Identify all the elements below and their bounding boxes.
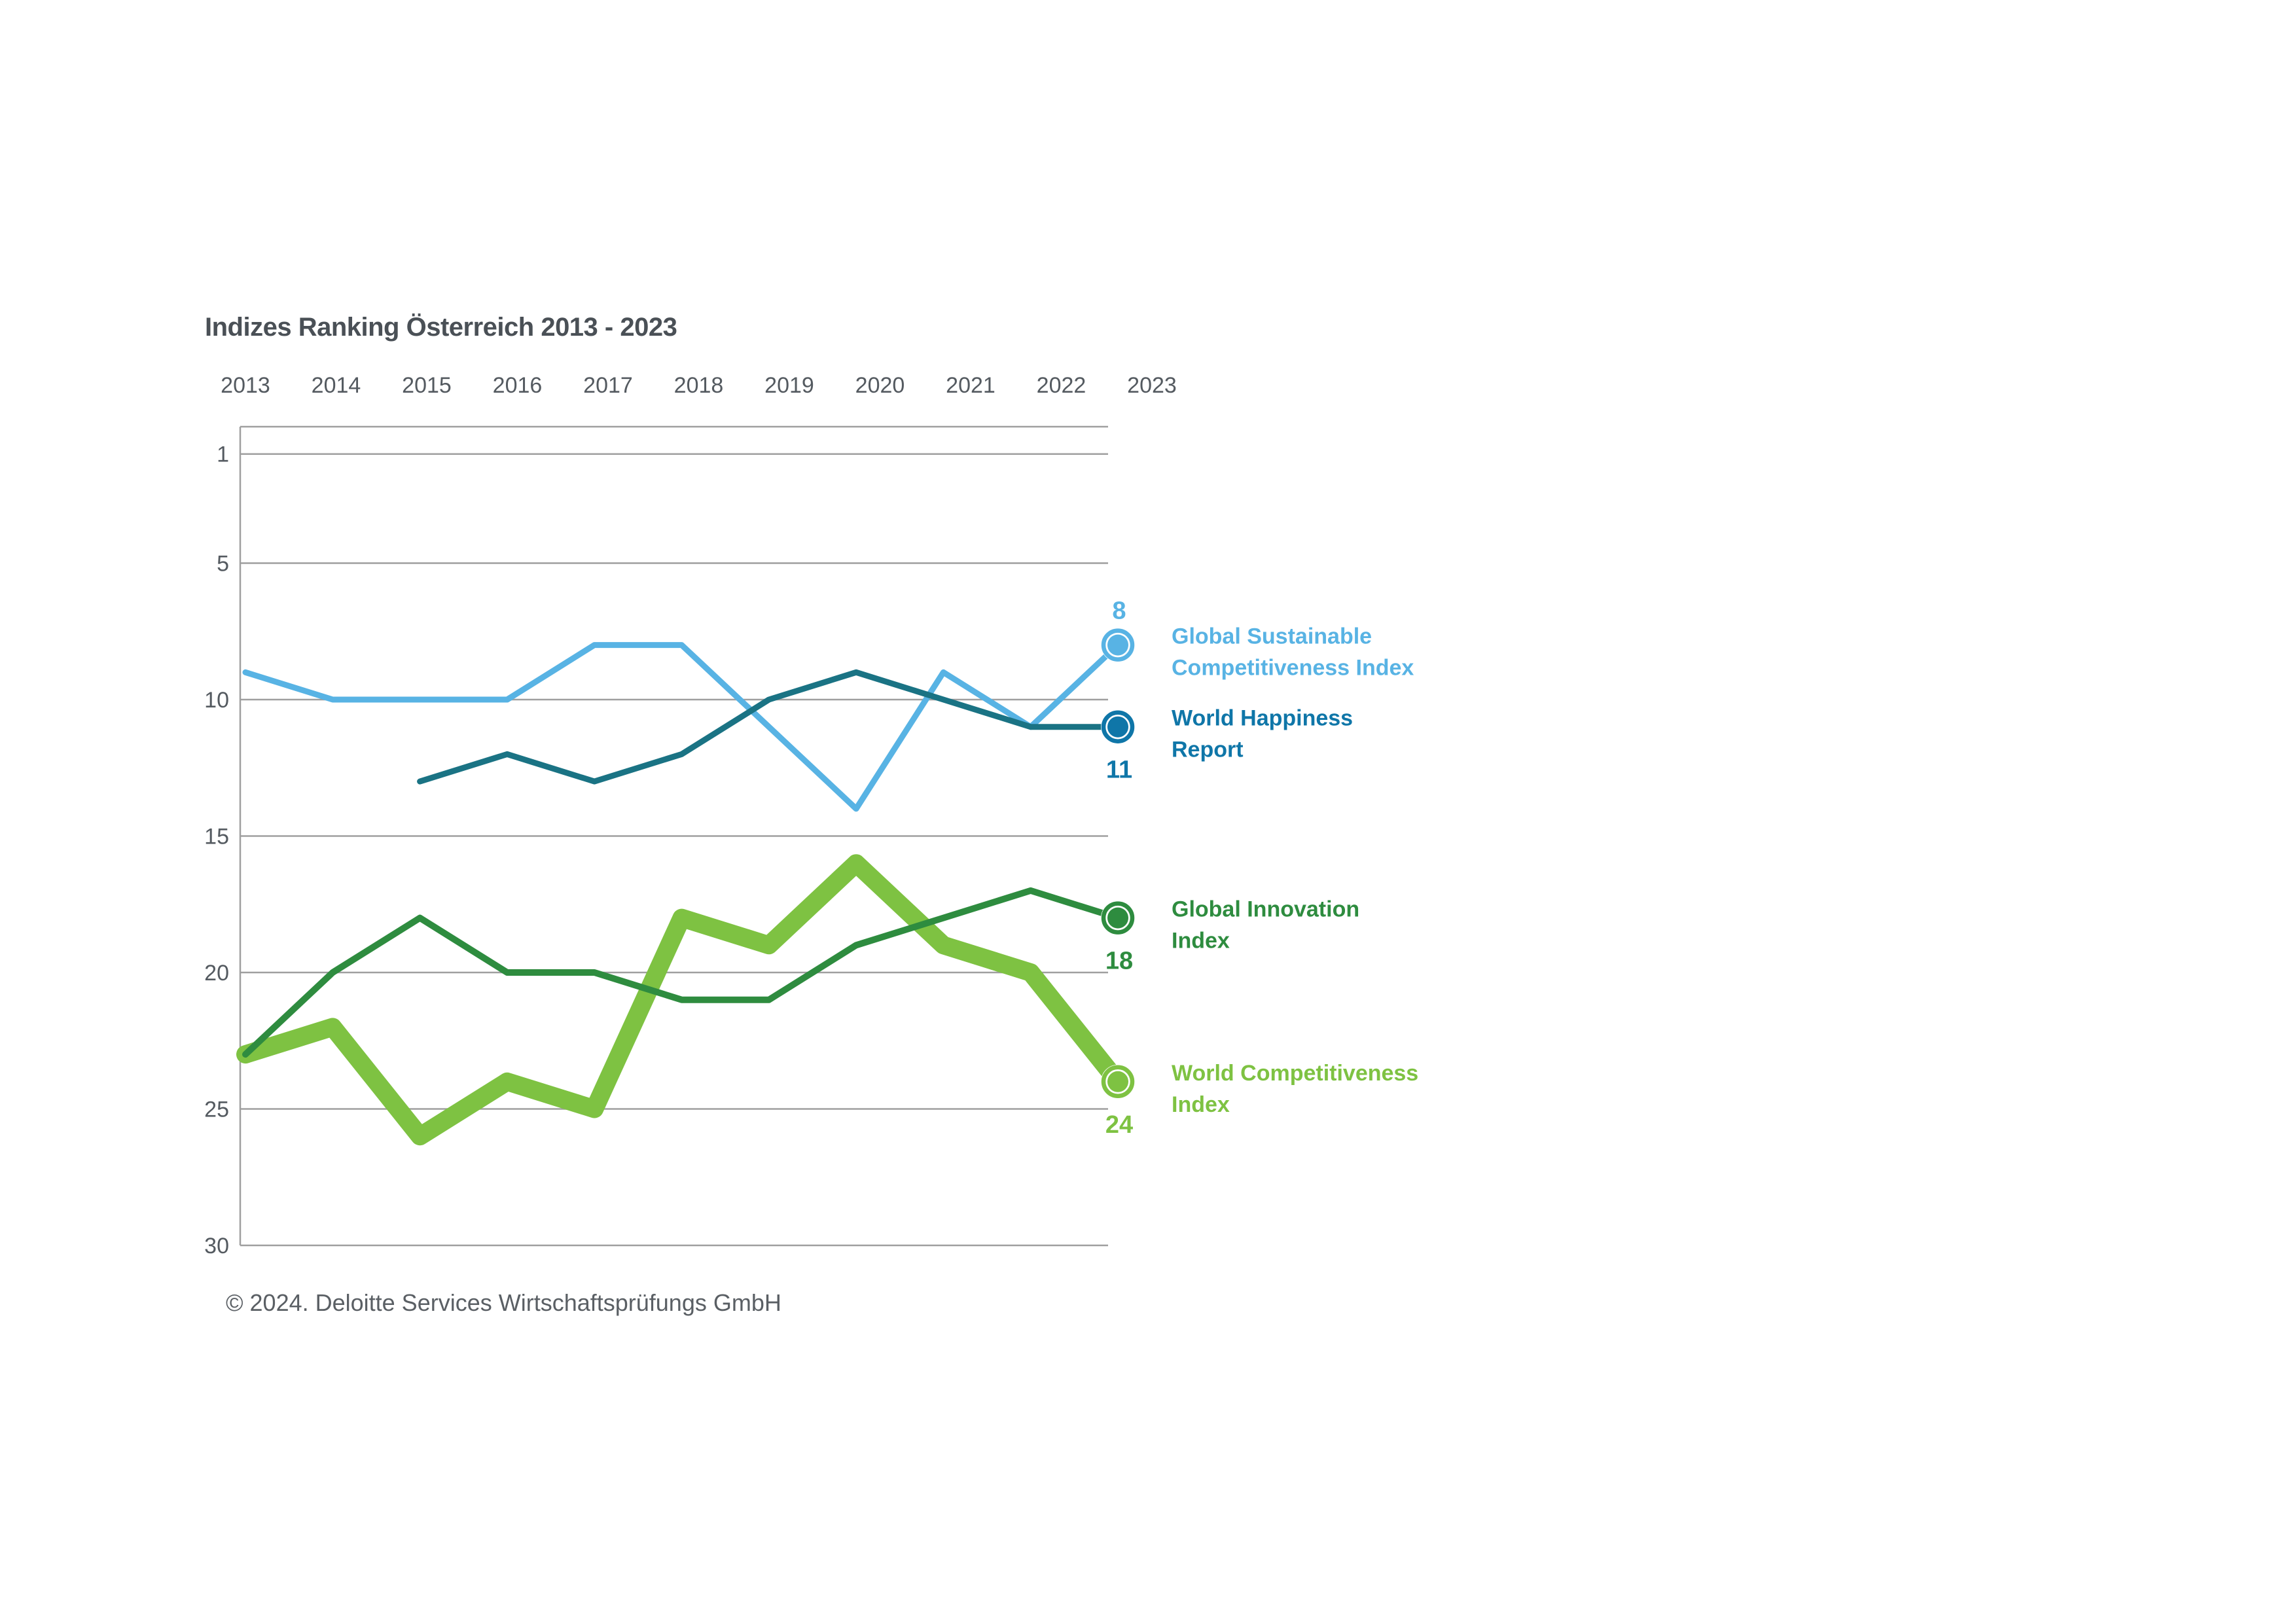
- x-label-2017: 2017: [583, 373, 633, 398]
- x-label-2015: 2015: [402, 373, 452, 398]
- series-line-whr: [417, 669, 1121, 785]
- x-label-2020: 2020: [855, 373, 905, 398]
- end-marker-ring-gsci: [1101, 628, 1135, 662]
- legend-label-gii-line1: Global Innovation: [1172, 897, 1359, 922]
- end-marker-dot-gsci: [1107, 634, 1128, 656]
- series-line-gii: [242, 887, 1121, 1058]
- y-tick-1: 1: [217, 442, 229, 467]
- x-label-2013: 2013: [221, 373, 270, 398]
- legend-label-whr-line2: Report: [1172, 738, 1244, 762]
- y-tick-20: 20: [204, 961, 229, 986]
- x-label-2019: 2019: [764, 373, 814, 398]
- y-tick-10: 10: [204, 688, 229, 713]
- legend-label-gii-line2: Index: [1172, 929, 1230, 954]
- x-label-2023: 2023: [1127, 373, 1177, 398]
- end-value-gii: 18: [1105, 948, 1133, 975]
- end-marker-ring-whr: [1101, 710, 1135, 743]
- footer-copyright: © 2024. Deloitte Services Wirtschaftsprü…: [226, 1289, 781, 1316]
- legend-label-wci-line2: Index: [1172, 1092, 1230, 1117]
- y-tick-5: 5: [217, 552, 229, 577]
- y-tick-15: 15: [204, 825, 229, 849]
- end-marker-dot-gii: [1107, 907, 1128, 929]
- end-value-gsci: 8: [1112, 597, 1126, 625]
- end-value-whr: 11: [1106, 757, 1132, 784]
- legend-label-gsci-line2: Competitiveness Index: [1172, 656, 1414, 681]
- x-label-2021: 2021: [946, 373, 996, 398]
- legend-label-gsci-line1: Global Sustainable: [1172, 624, 1372, 649]
- end-marker-ring-wci: [1101, 1065, 1135, 1099]
- x-label-2018: 2018: [674, 373, 724, 398]
- end-marker-dot-wci: [1107, 1071, 1128, 1092]
- y-tick-30: 30: [204, 1234, 229, 1258]
- x-label-2014: 2014: [312, 373, 361, 398]
- x-label-2022: 2022: [1037, 373, 1086, 398]
- end-value-wci: 24: [1105, 1111, 1133, 1139]
- y-tick-25: 25: [204, 1097, 229, 1122]
- page-title: Indizes Ranking Österreich 2013 - 2023: [205, 313, 677, 342]
- series-line-wci: [236, 854, 1127, 1146]
- legend-label-wci-line1: World Competitiveness: [1172, 1061, 1418, 1086]
- series-line-gsci: [242, 642, 1121, 812]
- x-label-2016: 2016: [493, 373, 543, 398]
- legend-label-whr-line1: World Happiness: [1172, 706, 1353, 731]
- end-marker-dot-whr: [1107, 716, 1128, 738]
- end-marker-ring-gii: [1101, 901, 1135, 935]
